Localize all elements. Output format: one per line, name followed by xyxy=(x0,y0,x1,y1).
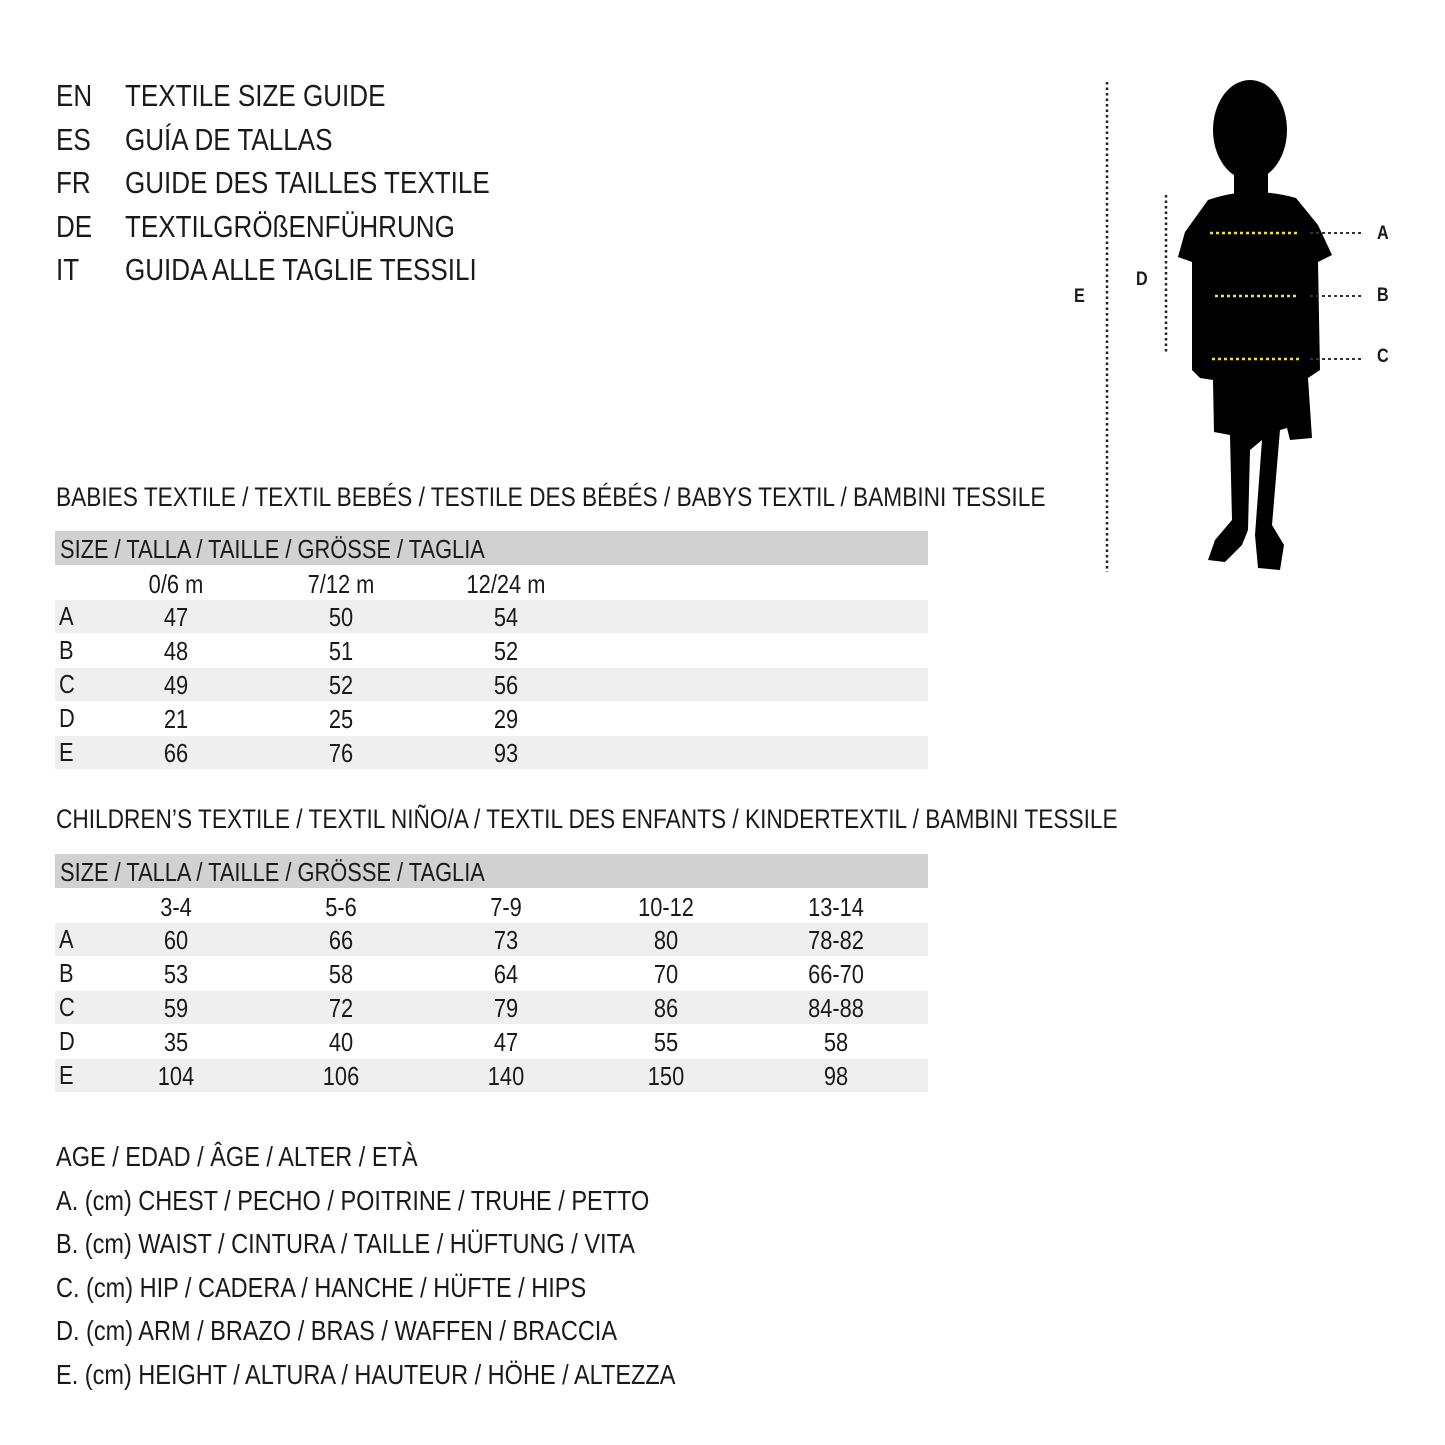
table-row: B 53 58 64 70 66-70 xyxy=(55,957,928,990)
table-row: D 21 25 29 xyxy=(55,702,928,735)
language-code: EN xyxy=(56,78,93,113)
table-cell: 72 xyxy=(328,993,354,1023)
size-header-label: SIZE / TALLA / TAILLE / GRÖSSE / TAGLIA xyxy=(60,857,485,887)
label-b: B xyxy=(1377,285,1389,306)
table-cell: 29 xyxy=(493,704,519,734)
table-cell: 86 xyxy=(653,993,679,1023)
title-text: TEXTILGRÖßENFÜHRUNG xyxy=(125,208,455,244)
column-header: 7/12 m xyxy=(307,569,375,599)
legend-item: AGE / EDAD / ÂGE / ALTER / ETÀ xyxy=(56,1141,418,1172)
row-label: A xyxy=(59,924,74,954)
column-header: 13-14 xyxy=(808,892,864,922)
legend-item: E. (cm) HEIGHT / ALTURA / HAUTEUR / HÖHE… xyxy=(56,1358,676,1390)
table-cell: 58 xyxy=(328,959,354,989)
table-cell: 76 xyxy=(328,738,354,768)
table-cell: 52 xyxy=(493,636,519,666)
table-cell: 58 xyxy=(823,1027,849,1057)
silhouette-icon xyxy=(1178,80,1332,570)
table-cell: 70 xyxy=(653,959,679,989)
table-cell: 66-70 xyxy=(808,959,864,989)
table-cell: 73 xyxy=(493,925,519,955)
label-e: E xyxy=(1073,286,1085,307)
title-text: GUÍA DE TALLAS xyxy=(125,121,333,157)
table-cell: 50 xyxy=(328,602,354,632)
title-text: TEXTILE SIZE GUIDE xyxy=(125,78,386,113)
column-header-row: 0/6 m 7/12 m 12/24 m xyxy=(55,567,928,600)
column-header: 10-12 xyxy=(638,892,694,922)
table-cell: 84-88 xyxy=(808,993,864,1023)
table-cell: 80 xyxy=(653,925,679,955)
table-cell: 51 xyxy=(328,636,354,666)
table-row: E 66 76 93 xyxy=(55,736,928,769)
table-cell: 79 xyxy=(493,993,519,1023)
table-cell: 48 xyxy=(163,636,189,666)
language-code: ES xyxy=(56,121,91,157)
column-header: 12/24 m xyxy=(466,569,546,599)
row-label: A xyxy=(59,601,74,631)
column-header: 3-4 xyxy=(160,892,192,922)
table-cell: 53 xyxy=(163,959,189,989)
table-row: D 35 40 47 55 58 xyxy=(55,1025,928,1058)
table-row: A 60 66 73 80 78-82 xyxy=(55,923,928,956)
table-cell: 47 xyxy=(163,602,189,632)
table-cell: 21 xyxy=(163,704,189,734)
table-cell: 106 xyxy=(322,1061,360,1091)
row-label: C xyxy=(59,669,75,699)
table-cell: 25 xyxy=(328,704,354,734)
children-heading: CHILDREN’S TEXTILE / TEXTIL NIÑO/A / TEX… xyxy=(56,804,1118,834)
table-cell: 66 xyxy=(328,925,354,955)
table-cell: 52 xyxy=(328,670,354,700)
table-cell: 49 xyxy=(163,670,189,700)
table-cell: 150 xyxy=(647,1061,685,1091)
language-code: DE xyxy=(56,208,93,244)
size-header-label: SIZE / TALLA / TAILLE / GRÖSSE / TAGLIA xyxy=(60,534,485,564)
label-d: D xyxy=(1136,269,1148,290)
language-code: FR xyxy=(56,165,91,200)
table-cell: 35 xyxy=(163,1027,189,1057)
table-cell: 56 xyxy=(493,670,519,700)
table-row: B 48 51 52 xyxy=(55,634,928,667)
table-cell: 66 xyxy=(163,738,189,768)
language-code: IT xyxy=(56,252,80,287)
column-header: 7-9 xyxy=(490,892,522,922)
table-cell: 60 xyxy=(163,925,189,955)
title-text: GUIDE DES TAILLES TEXTILE xyxy=(125,165,490,200)
table-row: E 104 106 140 150 98 xyxy=(55,1059,928,1092)
babies-heading: BABIES TEXTILE / TEXTIL BEBÉS / TESTILE … xyxy=(56,482,1046,512)
label-c: C xyxy=(1377,346,1389,367)
table-cell: 55 xyxy=(653,1027,679,1057)
table-row: A 47 50 54 xyxy=(55,600,928,633)
row-label: C xyxy=(59,992,75,1022)
table-cell: 47 xyxy=(493,1027,519,1057)
label-a: A xyxy=(1377,223,1389,244)
table-cell: 59 xyxy=(163,993,189,1023)
table-cell: 140 xyxy=(487,1061,525,1091)
table-cell: 78-82 xyxy=(808,925,864,955)
table-cell: 104 xyxy=(157,1061,195,1091)
table-cell: 98 xyxy=(823,1061,849,1091)
table-cell: 93 xyxy=(493,738,519,768)
child-silhouette-figure xyxy=(1105,80,1362,572)
table-cell: 54 xyxy=(493,602,519,632)
legend-item: D. (cm) ARM / BRAZO / BRAS / WAFFEN / BR… xyxy=(56,1315,618,1346)
row-label: D xyxy=(59,703,75,733)
column-header-row: 3-4 5-6 7-9 10-12 13-14 xyxy=(55,890,928,923)
legend-item: C. (cm) HIP / CADERA / HANCHE / HÜFTE / … xyxy=(56,1271,587,1303)
legend-item: A. (cm) CHEST / PECHO / POITRINE / TRUHE… xyxy=(56,1184,650,1216)
legend-item: B. (cm) WAIST / CINTURA / TAILLE / HÜFTU… xyxy=(56,1228,635,1259)
row-label: E xyxy=(59,1060,74,1090)
title-text: GUIDA ALLE TAGLIE TESSILI xyxy=(125,252,477,287)
row-label: B xyxy=(59,958,74,988)
column-header: 5-6 xyxy=(325,892,357,922)
row-label: D xyxy=(59,1026,75,1056)
table-row: C 49 52 56 xyxy=(55,668,928,701)
table-cell: 64 xyxy=(493,959,519,989)
size-header-bar: SIZE / TALLA / TAILLE / GRÖSSE / TAGLIA xyxy=(55,531,928,565)
table-cell: 40 xyxy=(328,1027,354,1057)
column-header: 0/6 m xyxy=(148,569,204,599)
row-label: E xyxy=(59,737,74,767)
table-row: C 59 72 79 86 84-88 xyxy=(55,991,928,1024)
row-label: B xyxy=(59,635,74,665)
size-header-bar: SIZE / TALLA / TAILLE / GRÖSSE / TAGLIA xyxy=(55,854,928,888)
